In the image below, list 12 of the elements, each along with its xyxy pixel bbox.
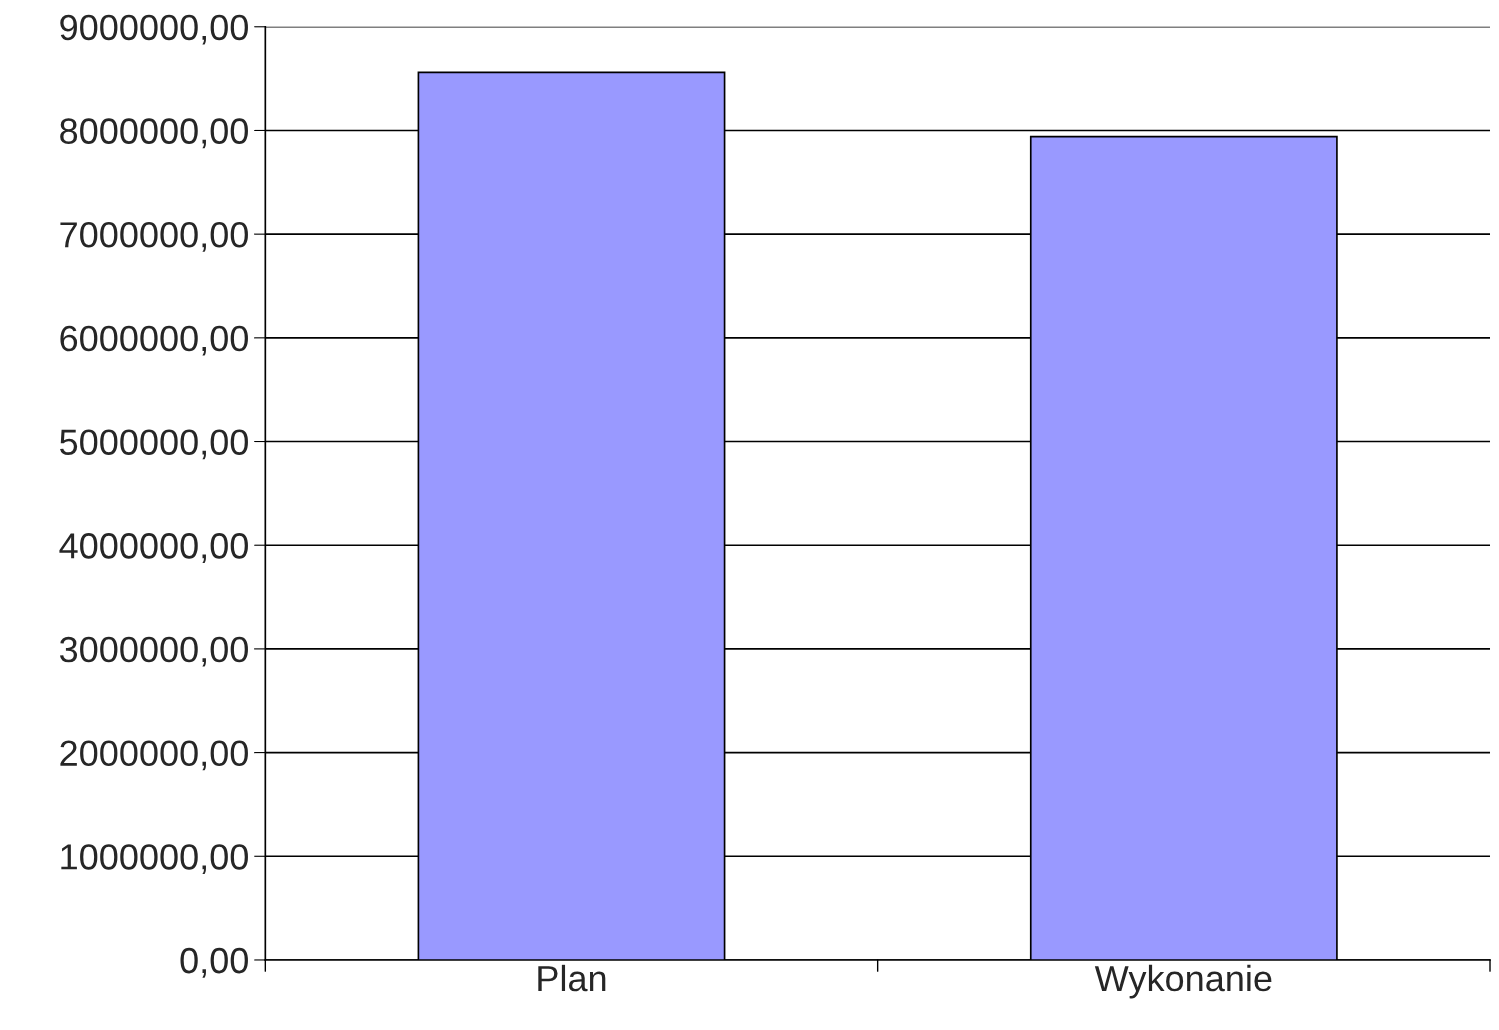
y-tick-label: 0,00 (180, 947, 248, 978)
y-tick-label: 9000000,00 (60, 14, 248, 45)
x-tick-label: Wykonanie (1094, 964, 1272, 999)
y-tick-label: 7000000,00 (60, 222, 248, 252)
x-tick-label: Plan (538, 964, 606, 992)
y-tick-label: 6000000,00 (60, 325, 248, 356)
y-tick-label: 2000000,00 (60, 740, 248, 771)
y-tick-label: 8000000,00 (60, 118, 248, 149)
y-tick-label: 4000000,00 (59, 533, 248, 563)
y-tick-label: 3000000,00 (59, 636, 248, 667)
y-tick-label: 1000000,00 (61, 844, 248, 874)
y-tick-label: 5000000,00 (60, 429, 248, 460)
